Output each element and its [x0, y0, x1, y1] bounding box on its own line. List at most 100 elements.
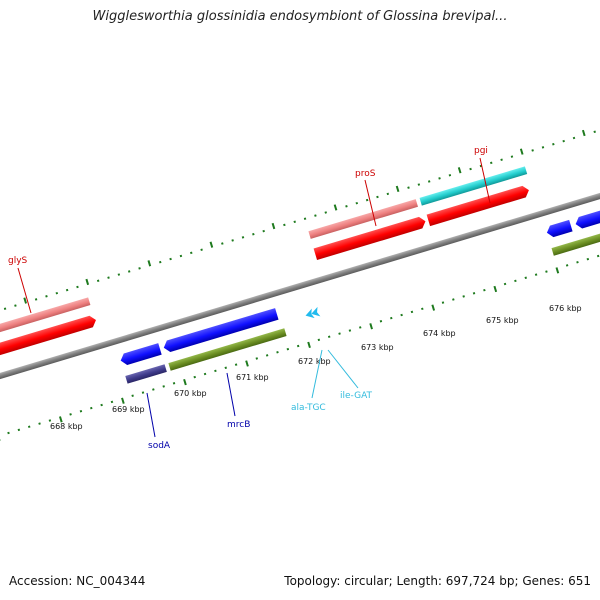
minor-tick	[38, 422, 41, 425]
gene-arrow[interactable]	[0, 314, 98, 369]
tick-label: 674 kbp	[423, 329, 456, 338]
minor-tick	[107, 276, 110, 279]
minor-tick	[483, 288, 486, 292]
minor-tick	[69, 413, 72, 416]
minor-tick	[96, 279, 100, 283]
major-tick	[183, 378, 187, 386]
minor-tick	[255, 357, 259, 360]
minor-tick	[541, 146, 545, 149]
gene-arrow[interactable]	[426, 184, 531, 227]
gene-label-glyS[interactable]: glyS	[8, 256, 28, 266]
major-tick	[519, 148, 524, 155]
major-tick	[369, 323, 373, 330]
gene-arrow[interactable]	[313, 215, 428, 261]
major-tick	[23, 297, 28, 304]
major-tick	[333, 204, 338, 211]
minor-tick	[293, 220, 296, 224]
minor-tick	[565, 264, 569, 267]
minor-tick	[48, 419, 52, 422]
minor-tick	[514, 279, 517, 283]
minor-tick	[376, 195, 379, 199]
tick-label: 672 kbp	[298, 357, 331, 366]
minor-tick	[221, 242, 224, 245]
gene-block[interactable]	[168, 328, 287, 371]
gene-block[interactable]	[0, 297, 91, 348]
major-tick	[431, 304, 436, 311]
minor-tick	[438, 177, 441, 180]
minor-tick	[179, 254, 183, 258]
minor-tick	[400, 313, 403, 317]
minor-tick	[327, 335, 331, 338]
minor-tick	[510, 155, 514, 158]
minor-tick	[152, 388, 155, 391]
minor-tick	[531, 149, 534, 152]
minor-tick	[448, 174, 452, 177]
gene-label-ile-GAT[interactable]: ile-GAT	[340, 391, 373, 401]
tick-label: 671 kbp	[236, 373, 269, 382]
minor-tick	[200, 248, 203, 251]
accession-text: Accession: NC_004344	[9, 574, 146, 588]
gene-arrow[interactable]	[545, 219, 573, 239]
major-tick	[147, 260, 152, 267]
minor-tick	[338, 332, 341, 335]
minor-tick	[562, 139, 565, 143]
minor-tick	[410, 310, 414, 314]
gene-block[interactable]	[551, 226, 600, 256]
minor-tick	[358, 326, 362, 329]
tick-label: 676 kbp	[549, 304, 582, 313]
minor-tick	[45, 295, 48, 298]
minor-tick	[76, 285, 79, 289]
minor-tick	[345, 205, 348, 208]
gene-block[interactable]	[419, 166, 528, 206]
minor-tick	[127, 270, 131, 273]
minor-tick	[138, 267, 141, 270]
gene-block[interactable]	[308, 199, 418, 239]
gene-label-sodA[interactable]: sodA	[148, 441, 171, 451]
minor-tick	[100, 403, 103, 407]
minor-tick	[386, 192, 390, 196]
minor-tick	[241, 236, 245, 239]
major-tick	[0, 434, 1, 442]
minor-tick	[596, 254, 600, 258]
minor-tick	[14, 304, 17, 307]
minor-tick	[503, 282, 507, 286]
minor-tick	[572, 136, 576, 140]
minor-tick	[417, 183, 421, 186]
gene-arrow[interactable]	[162, 308, 279, 353]
minor-tick	[365, 198, 369, 202]
gene-label-leaders	[17, 157, 491, 438]
major-tick	[59, 416, 63, 423]
minor-tick	[314, 214, 317, 217]
gene-arrow[interactable]	[574, 205, 600, 229]
trna-marker[interactable]	[304, 306, 321, 321]
minor-tick	[190, 251, 193, 255]
gene-label-pgi[interactable]: pgi	[474, 146, 488, 156]
tick-label: 670 kbp	[174, 389, 207, 398]
minor-tick	[224, 366, 228, 370]
minor-tick	[65, 288, 69, 292]
minor-tick	[427, 180, 431, 183]
minor-tick	[421, 307, 424, 311]
minor-tick	[276, 351, 279, 354]
minor-tick	[7, 431, 10, 435]
tick-label: 669 kbp	[112, 405, 145, 414]
minor-tick	[490, 161, 493, 165]
major-tick	[493, 285, 498, 293]
gene-label-ala-TGC[interactable]: ala-TGC	[291, 403, 326, 413]
minor-tick	[407, 186, 410, 189]
minor-tick	[158, 260, 162, 264]
minor-tick	[286, 347, 290, 351]
minor-tick	[131, 394, 134, 397]
minor-tick	[462, 295, 465, 298]
minor-tick	[193, 375, 196, 379]
minor-tick	[262, 229, 265, 233]
minor-tick	[214, 369, 217, 373]
minor-tick	[27, 425, 31, 428]
gene-label-proS[interactable]: proS	[355, 169, 376, 179]
minor-tick	[452, 298, 455, 301]
gene-arrow[interactable]	[119, 343, 162, 366]
minor-tick	[500, 158, 503, 161]
gene-block[interactable]	[125, 364, 167, 384]
gene-label-mrcB[interactable]: mrcB	[227, 420, 250, 430]
minor-tick	[296, 344, 300, 348]
